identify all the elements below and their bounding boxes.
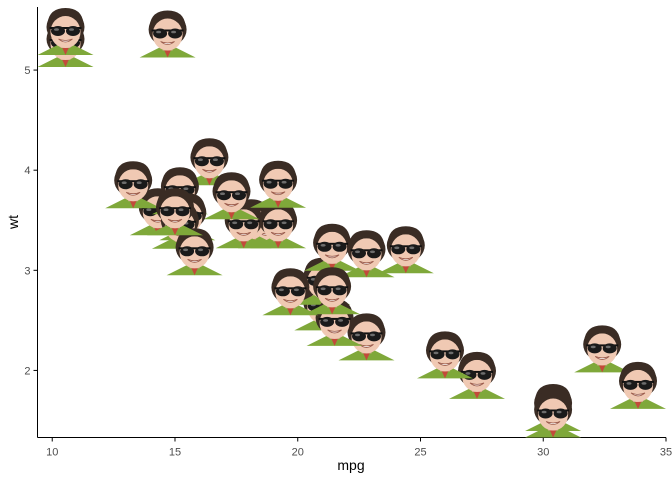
x-tick-label: 25 bbox=[414, 447, 426, 459]
x-tick-label: 10 bbox=[46, 447, 58, 459]
x-tick-label: 20 bbox=[292, 447, 304, 459]
y-tick-label: 2 bbox=[24, 365, 30, 377]
data-point-face bbox=[377, 225, 435, 274]
data-point-face bbox=[573, 324, 631, 373]
data-point-face bbox=[37, 7, 94, 56]
x-tick-label: 30 bbox=[537, 447, 549, 459]
y-axis-ticks: 2 3 4 5 bbox=[24, 65, 38, 377]
y-axis-title: wt bbox=[5, 215, 21, 230]
x-axis-ticks: 10 15 20 25 30 35 bbox=[46, 437, 672, 459]
data-point-face bbox=[139, 10, 197, 58]
y-tick-label: 3 bbox=[24, 265, 30, 277]
x-tick-label: 15 bbox=[169, 447, 181, 459]
x-axis-title: mpg bbox=[337, 457, 364, 473]
y-tick-label: 4 bbox=[24, 165, 30, 177]
data-points bbox=[37, 7, 667, 438]
y-tick-label: 5 bbox=[24, 65, 30, 77]
x-tick-label: 35 bbox=[660, 447, 672, 459]
